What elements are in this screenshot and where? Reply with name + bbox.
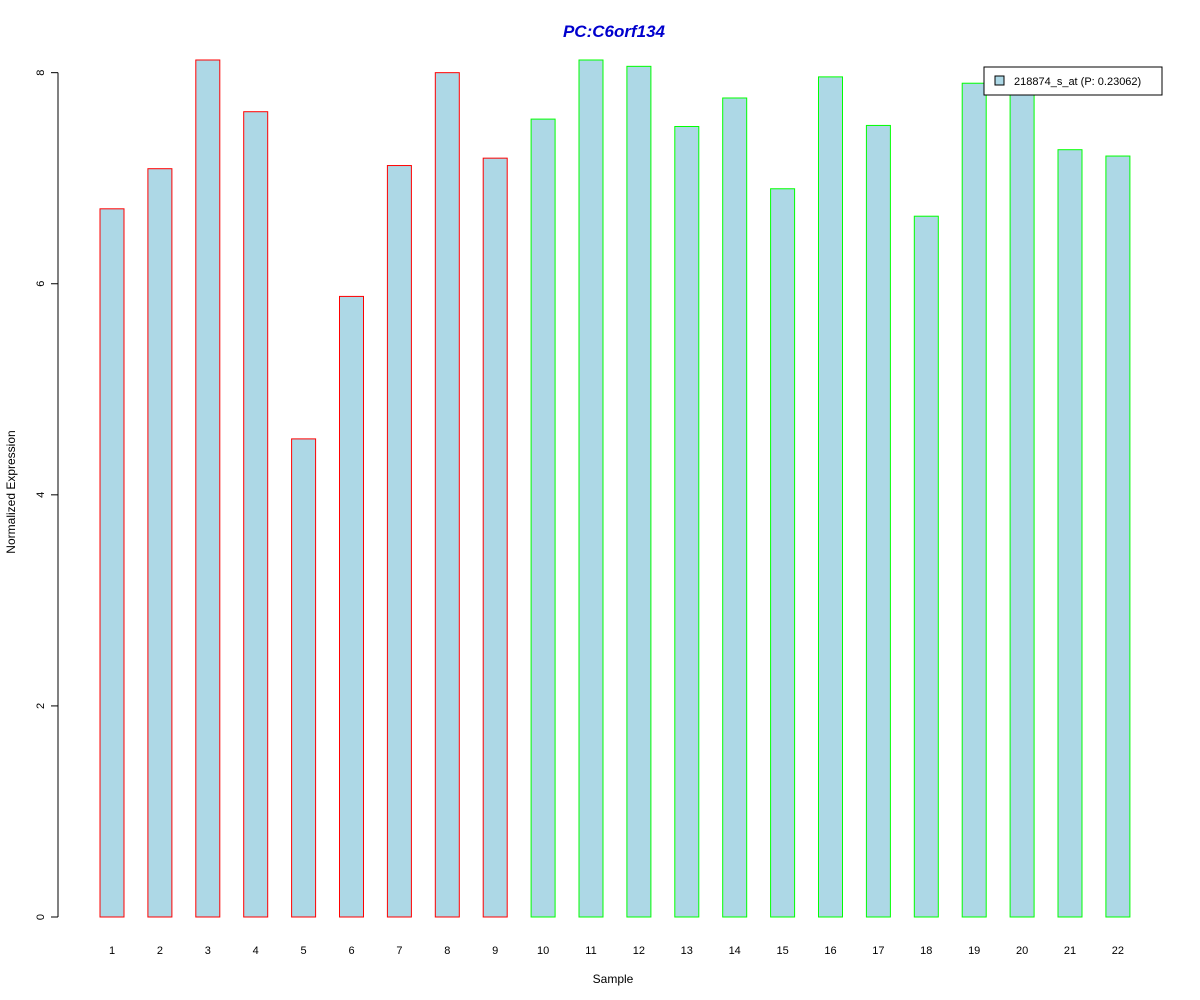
- bar-sample-6: [339, 295, 364, 918]
- y-axis: 0 2 4 6 8: [35, 70, 59, 920]
- y-tick-label: 0: [35, 914, 47, 920]
- bar-sample-17: [865, 124, 891, 918]
- x-tick-label: 10: [537, 945, 549, 957]
- x-tick-label: 6: [348, 945, 354, 957]
- bar-sample-11: [578, 59, 604, 918]
- x-tick-label: 12: [633, 945, 645, 957]
- legend-box: [983, 66, 1163, 96]
- bar-sample-4: [243, 111, 269, 918]
- bar-sample-21: [1057, 149, 1083, 918]
- x-tick-label: 13: [681, 945, 693, 957]
- bar-sample-18: [913, 215, 939, 918]
- x-tick-label: 21: [1064, 945, 1076, 957]
- x-tick-label: 3: [205, 945, 211, 957]
- bar-sample-20: [1009, 93, 1035, 918]
- bar-sample-15: [770, 188, 796, 918]
- bar-sample-2: [147, 168, 173, 918]
- bar-sample-8: [434, 72, 460, 918]
- bar-sample-3: [195, 59, 221, 918]
- bar-sample-7: [386, 165, 412, 918]
- legend-swatch: [994, 75, 1005, 86]
- x-tick-label: 2: [157, 945, 163, 957]
- y-axis-label: Normalized Expression: [4, 430, 18, 553]
- y-tick-label: 8: [35, 70, 47, 76]
- legend: 218874_s_at (P: 0.23062): [983, 66, 1163, 96]
- y-tick-label: 4: [35, 492, 47, 498]
- bar-sample-14: [722, 97, 748, 918]
- x-tick-label: 8: [444, 945, 450, 957]
- x-tick-label: 9: [492, 945, 498, 957]
- y-tick-label: 6: [35, 281, 47, 287]
- bar-sample-5: [291, 438, 317, 918]
- bar-sample-10: [530, 118, 556, 918]
- x-tick-label: 18: [920, 945, 932, 957]
- bar-sample-19: [961, 82, 987, 918]
- x-tick-label: 15: [776, 945, 788, 957]
- x-tick-label: 14: [729, 945, 741, 957]
- x-tick-labels: 1 2 3 4 5 6 7 8 9 10 11 12 13 14 15 16 17 18 19 20 21 22: [109, 945, 1124, 957]
- x-tick-label: 11: [585, 945, 596, 957]
- x-tick-label: 5: [301, 945, 307, 957]
- bar-sample-1: [99, 208, 125, 918]
- bar-sample-9: [482, 157, 508, 918]
- y-tick-label: 2: [35, 703, 47, 709]
- x-tick-label: 1: [109, 945, 115, 957]
- bar-sample-13: [674, 125, 700, 918]
- x-tick-label: 17: [872, 945, 884, 957]
- x-axis-label: Sample: [593, 972, 634, 986]
- legend-entry: 218874_s_at (P: 0.23062): [1014, 76, 1141, 88]
- x-tick-label: 22: [1112, 945, 1124, 957]
- bar-sample-22: [1105, 155, 1131, 918]
- bars-group: [99, 59, 1131, 918]
- x-tick-label: 16: [824, 945, 836, 957]
- chart-title: PC:C6orf134: [563, 22, 666, 41]
- x-tick-label: 19: [968, 945, 980, 957]
- x-tick-label: 4: [253, 945, 259, 957]
- bar-sample-16: [818, 76, 843, 918]
- x-tick-label: 7: [396, 945, 402, 957]
- x-tick-label: 20: [1016, 945, 1028, 957]
- bar-sample-12: [626, 65, 652, 918]
